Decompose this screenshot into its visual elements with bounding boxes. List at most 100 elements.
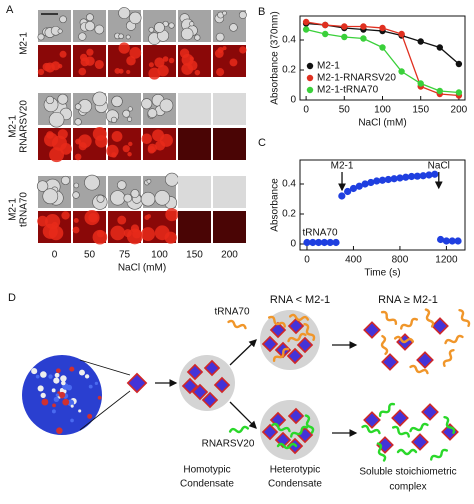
droplet-fluor xyxy=(128,141,133,147)
rna xyxy=(409,364,429,375)
droplet xyxy=(59,15,67,24)
data-point xyxy=(398,30,405,38)
rna xyxy=(444,334,464,345)
x-tick-label: 50 xyxy=(339,105,351,116)
micrograph-bright xyxy=(213,93,246,125)
droplet-fluor xyxy=(96,230,105,238)
rna xyxy=(376,442,387,462)
residue xyxy=(55,393,60,397)
caption: Condensate xyxy=(180,479,234,490)
protein xyxy=(191,383,209,401)
data-point xyxy=(390,175,398,183)
droplet xyxy=(57,93,69,105)
micrograph-fluor xyxy=(178,211,211,243)
droplet-fluor xyxy=(147,143,157,153)
residue xyxy=(31,368,38,375)
x-tick-label: 100 xyxy=(374,105,391,116)
plot-frame xyxy=(299,159,466,251)
droplet-fluor xyxy=(148,62,154,68)
data-point xyxy=(322,21,329,29)
data-point xyxy=(436,44,443,51)
droplet xyxy=(154,190,170,206)
legend-marker xyxy=(306,86,314,94)
caption: Homotypic xyxy=(183,465,230,476)
panel-label: C xyxy=(258,137,266,149)
droplet xyxy=(73,182,80,189)
droplet-fluor xyxy=(157,65,169,77)
data-point xyxy=(425,171,433,179)
protein xyxy=(261,335,279,353)
column-label: 100 xyxy=(151,250,168,261)
droplet xyxy=(84,174,100,191)
column-label: 200 xyxy=(221,250,238,261)
droplet xyxy=(141,98,153,110)
data-point xyxy=(360,35,367,42)
panel-label: A xyxy=(6,4,14,16)
residue xyxy=(56,427,63,434)
droplet-fluor xyxy=(129,47,142,59)
droplet-fluor xyxy=(114,67,121,74)
residue xyxy=(70,418,74,423)
rna-label: tRNA70 xyxy=(214,307,249,318)
legend-marker xyxy=(306,62,314,70)
protein xyxy=(411,433,429,451)
residue xyxy=(53,377,60,384)
caption: Heterotypic xyxy=(270,465,321,476)
y-tick-label: 0.4 xyxy=(282,179,296,190)
droplet-fluor xyxy=(127,151,132,157)
droplet xyxy=(127,106,133,112)
rna xyxy=(442,349,455,367)
droplet-fluor xyxy=(59,50,67,58)
droplet xyxy=(189,21,195,27)
row-label: RNARSV20 xyxy=(19,100,30,153)
droplet-fluor xyxy=(78,67,87,76)
rna xyxy=(380,334,389,356)
droplet xyxy=(94,24,105,35)
droplet xyxy=(129,11,142,25)
residue xyxy=(40,392,46,399)
protein xyxy=(126,372,148,394)
droplet xyxy=(148,26,155,33)
droplet-fluor xyxy=(75,138,82,145)
x-tick-label: 400 xyxy=(345,255,362,266)
residue xyxy=(53,396,60,403)
column-label: 75 xyxy=(119,250,131,261)
data-point xyxy=(355,182,363,190)
droplet-fluor xyxy=(72,226,80,234)
arrow xyxy=(229,401,257,429)
data-point xyxy=(360,23,367,30)
droplet xyxy=(154,22,165,33)
rna xyxy=(272,347,290,362)
micrograph-bright xyxy=(178,93,211,125)
droplet-fluor xyxy=(126,69,131,75)
residue xyxy=(78,409,82,413)
droplet-fluor xyxy=(37,68,45,76)
rna-label: RNARSV20 xyxy=(202,439,255,450)
residue xyxy=(35,374,40,379)
data-point xyxy=(302,26,310,33)
droplet xyxy=(222,10,227,16)
residue xyxy=(70,404,74,408)
droplet xyxy=(110,190,126,206)
zoom-line xyxy=(79,390,131,431)
data-point xyxy=(378,176,387,184)
rna xyxy=(458,309,471,327)
x-tick-label: 0 xyxy=(303,105,309,116)
data-point xyxy=(309,238,317,247)
data-point xyxy=(320,238,329,247)
droplet-fluor xyxy=(74,153,82,161)
data-point xyxy=(349,184,358,193)
droplet-fluor xyxy=(141,133,152,145)
caption: Condensate xyxy=(268,479,322,490)
droplet-fluor xyxy=(111,131,123,142)
micrograph-bright xyxy=(213,176,246,208)
droplet xyxy=(118,7,131,20)
droplet xyxy=(127,116,133,122)
droplet-fluor xyxy=(78,134,92,148)
droplet xyxy=(57,28,63,34)
protein xyxy=(287,317,305,335)
residue xyxy=(52,403,56,408)
data-point xyxy=(455,60,463,68)
residue xyxy=(67,399,75,407)
